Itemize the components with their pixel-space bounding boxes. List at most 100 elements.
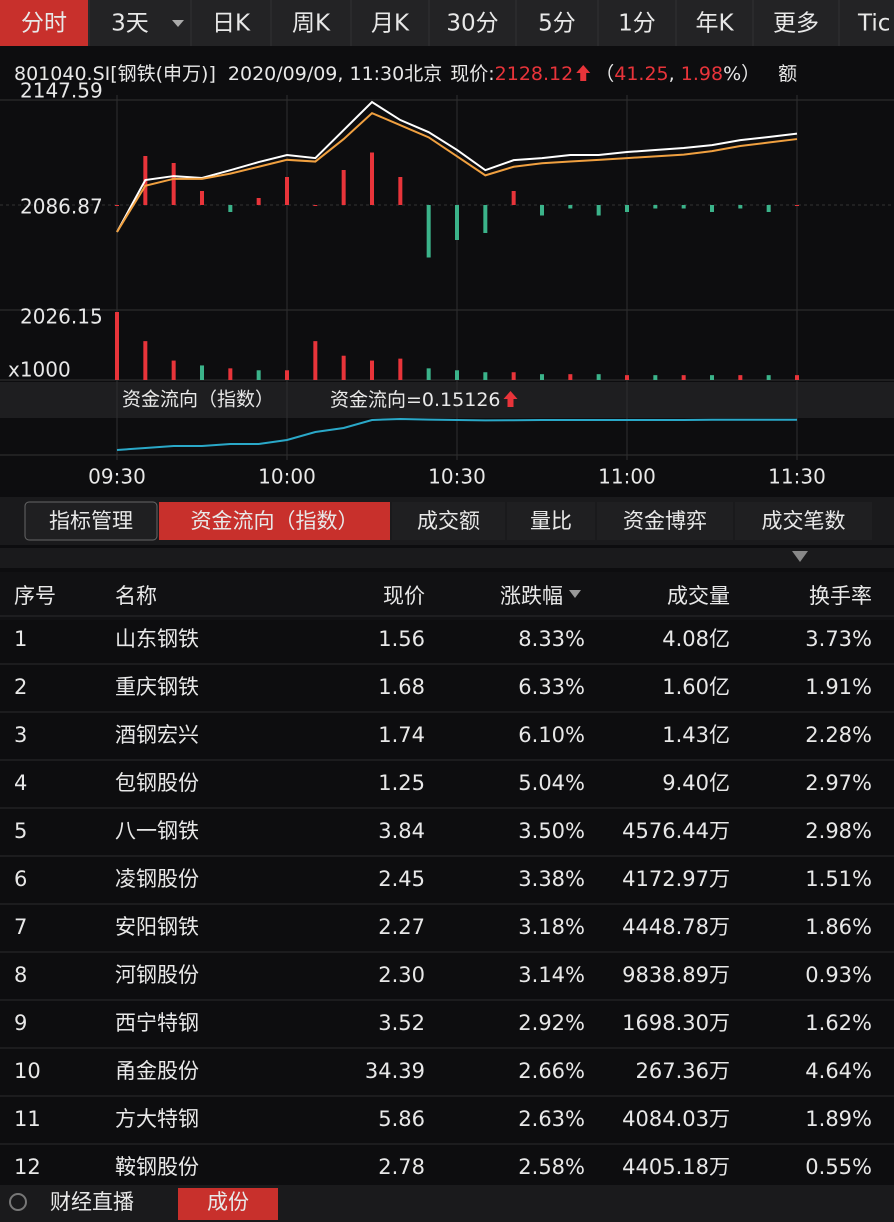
table-cell: 11 — [14, 1107, 41, 1131]
table-cell: 甬金股份 — [115, 1059, 199, 1083]
top-tab[interactable] — [517, 0, 597, 46]
sub-tab[interactable] — [392, 502, 505, 540]
volume-bar — [426, 368, 431, 380]
flow-bar — [568, 205, 573, 209]
volume-bar — [568, 374, 573, 380]
y-tick-label: 2147.59 — [20, 79, 103, 103]
top-tab-label: 3天 — [111, 11, 149, 37]
top-tab[interactable] — [90, 0, 190, 46]
table-cell: 3.84 — [378, 819, 425, 843]
sub-tab-label: 指标管理 — [49, 509, 133, 533]
top-tab[interactable] — [677, 0, 752, 46]
table-cell: 6.10% — [518, 723, 585, 747]
volume-bar — [625, 375, 629, 380]
table-cell: 34.39 — [365, 1059, 425, 1083]
sub-tab[interactable] — [159, 502, 390, 540]
top-tab-label: 日K — [212, 11, 251, 37]
table-cell: 凌钢股份 — [115, 867, 199, 891]
components-button[interactable] — [178, 1188, 278, 1220]
table-cell: 2.58% — [518, 1155, 585, 1179]
volume-bar — [341, 355, 346, 380]
table-cell: 6.33% — [518, 675, 585, 699]
table-cell: 4576.44万 — [622, 819, 730, 843]
info-part: （ — [595, 63, 614, 85]
table-header[interactable]: 换手率 — [809, 584, 872, 608]
table-cell: 5.86 — [378, 1107, 425, 1131]
table-cell: 1.25 — [378, 771, 425, 795]
top-tab[interactable] — [840, 0, 894, 46]
sub-tab-label: 成交笔数 — [762, 509, 846, 533]
table-cell: 267.36万 — [636, 1059, 730, 1083]
volume-bar — [313, 341, 318, 380]
flow-bar — [285, 177, 289, 205]
info-part: %） — [723, 63, 760, 85]
top-tab[interactable] — [352, 0, 428, 46]
series-line — [116, 417, 798, 451]
series-line — [116, 100, 798, 233]
components-label[interactable]: 成份 — [207, 1190, 249, 1214]
volume-bar — [681, 375, 686, 380]
top-tab[interactable] — [0, 0, 88, 46]
indicator-bar — [0, 382, 894, 418]
top-tab[interactable] — [754, 0, 838, 46]
table-header[interactable]: 现价 — [383, 584, 425, 608]
top-tab[interactable] — [430, 0, 515, 46]
table-cell: 4172.97万 — [622, 867, 730, 891]
x-tick-label: 09:30 — [88, 465, 146, 489]
table-header[interactable]: 成交量 — [667, 584, 730, 608]
flow-bar — [398, 177, 403, 205]
table-cell: 1.74 — [378, 723, 425, 747]
flow-bar — [540, 205, 544, 216]
readout-part: 资金流向= — [330, 389, 422, 411]
table-cell: 酒钢宏兴 — [115, 723, 199, 747]
table-cell: 2.45 — [378, 867, 425, 891]
flow-bar — [200, 191, 204, 205]
table-cell: 6 — [14, 867, 27, 891]
table-cell: 4.64% — [805, 1059, 872, 1083]
flow-bar — [710, 205, 714, 212]
flow-bar — [115, 205, 119, 206]
table-header[interactable]: 序号 — [14, 584, 56, 608]
x-tick-label: 10:30 — [428, 465, 486, 489]
sub-tab[interactable] — [597, 502, 733, 540]
info-part: 2020/09/09, 11:30北京 — [228, 63, 442, 85]
volume-bar — [256, 370, 261, 380]
info-part: 现价: — [450, 63, 494, 85]
volume-bar — [285, 370, 289, 380]
top-tab-label: Tic — [857, 11, 890, 37]
table-cell: 1.56 — [378, 627, 425, 651]
table-cell: 2.92% — [518, 1011, 585, 1035]
volume-bar — [710, 375, 714, 380]
sub-tab[interactable] — [24, 501, 158, 541]
table-cell: 2.66% — [518, 1059, 585, 1083]
table-cell: 山东钢铁 — [115, 627, 199, 651]
sub-tab-label: 资金流向（指数） — [191, 509, 359, 533]
table-cell: 八一钢铁 — [115, 819, 199, 843]
sub-tab[interactable] — [507, 502, 595, 540]
table-cell: 包钢股份 — [115, 771, 199, 795]
indicator-readout: 资金流向=0.15126 — [330, 389, 501, 411]
top-tab[interactable] — [192, 0, 270, 46]
table-cell: 1698.30万 — [622, 1011, 730, 1035]
table-cell: 3.18% — [518, 915, 585, 939]
table-header[interactable]: 名称 — [115, 584, 157, 608]
sub-tab[interactable] — [735, 502, 872, 540]
top-tab[interactable] — [599, 0, 675, 46]
top-tab-label: 分时 — [21, 11, 67, 37]
x-tick-label: 10:00 — [258, 465, 316, 489]
sub-tab-label: 量比 — [530, 509, 572, 533]
table-cell: 2.98% — [805, 819, 872, 843]
collapse-icon[interactable] — [792, 551, 808, 562]
volume-bar — [738, 375, 743, 380]
info-part: , — [669, 63, 681, 85]
live-label[interactable]: 财经直播 — [50, 1190, 134, 1214]
x-tick-label: 11:00 — [598, 465, 656, 489]
volume-bar — [115, 312, 119, 380]
flow-bar — [370, 152, 374, 205]
live-icon — [9, 1193, 27, 1211]
flow-bar — [738, 205, 743, 209]
table-header[interactable]: 涨跌幅 — [500, 584, 563, 608]
top-tab[interactable] — [272, 0, 350, 46]
up-arrow — [576, 65, 591, 81]
volume-bar — [228, 368, 233, 380]
